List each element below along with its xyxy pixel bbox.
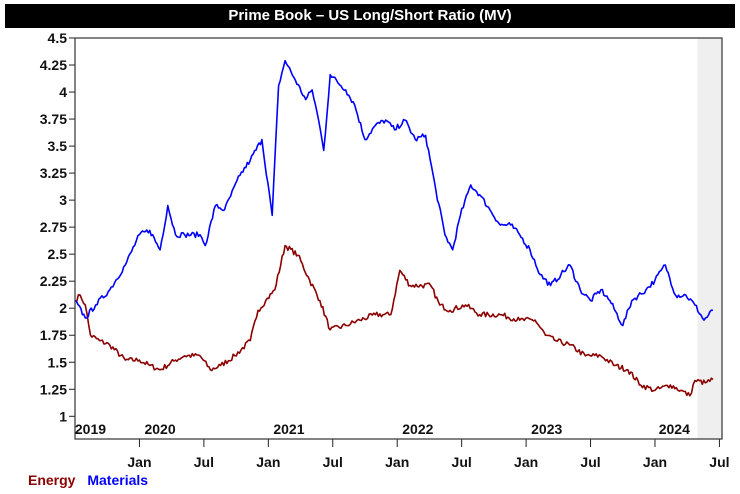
x-tick-label: Jan	[385, 454, 409, 470]
y-tick-label: 4	[59, 84, 67, 100]
x-tick-label: Jan	[514, 454, 538, 470]
year-label: 2021	[273, 421, 304, 437]
year-label: 2022	[402, 421, 433, 437]
series-line-energy	[74, 244, 714, 397]
x-tick-label: Jul	[452, 454, 472, 470]
y-tick-label: 1.75	[40, 327, 67, 343]
series-line-materials	[74, 59, 714, 327]
shaded-region	[697, 38, 722, 439]
y-tick-label: 2.5	[48, 246, 68, 262]
y-tick-label: 1	[59, 408, 67, 424]
x-tick-label: Jan	[643, 454, 667, 470]
x-tick-label: Jul	[580, 454, 600, 470]
plot-frame	[74, 37, 723, 440]
y-tick-label: 2.25	[40, 273, 67, 289]
year-label: 2019	[75, 421, 106, 437]
legend: Energy Materials	[28, 472, 156, 488]
year-label: 2020	[144, 421, 175, 437]
y-tick-label: 3.75	[40, 111, 67, 127]
y-tick-label: 1.5	[48, 354, 68, 370]
x-tick-label: Jan	[256, 454, 280, 470]
y-tick-label: 2.75	[40, 219, 67, 235]
x-tick-label: Jul	[323, 454, 343, 470]
x-tick-label: Jul	[194, 454, 214, 470]
legend-energy: Energy	[28, 472, 76, 488]
x-tick-label: Jul	[709, 454, 729, 470]
y-tick-label: 1.25	[40, 381, 67, 397]
y-tick-label: 3	[59, 192, 67, 208]
y-tick-label: 3.25	[40, 165, 67, 181]
y-tick-label: 4.25	[40, 57, 67, 73]
year-label: 2023	[531, 421, 562, 437]
y-tick-label: 2	[59, 300, 67, 316]
chart-title: Prime Book – US Long/Short Ratio (MV)	[5, 4, 735, 28]
x-tick-label: Jan	[127, 454, 151, 470]
legend-materials: Materials	[87, 472, 149, 488]
y-tick-label: 3.5	[48, 138, 68, 154]
year-label: 2024	[659, 421, 690, 437]
y-tick-label: 4.5	[48, 30, 68, 46]
